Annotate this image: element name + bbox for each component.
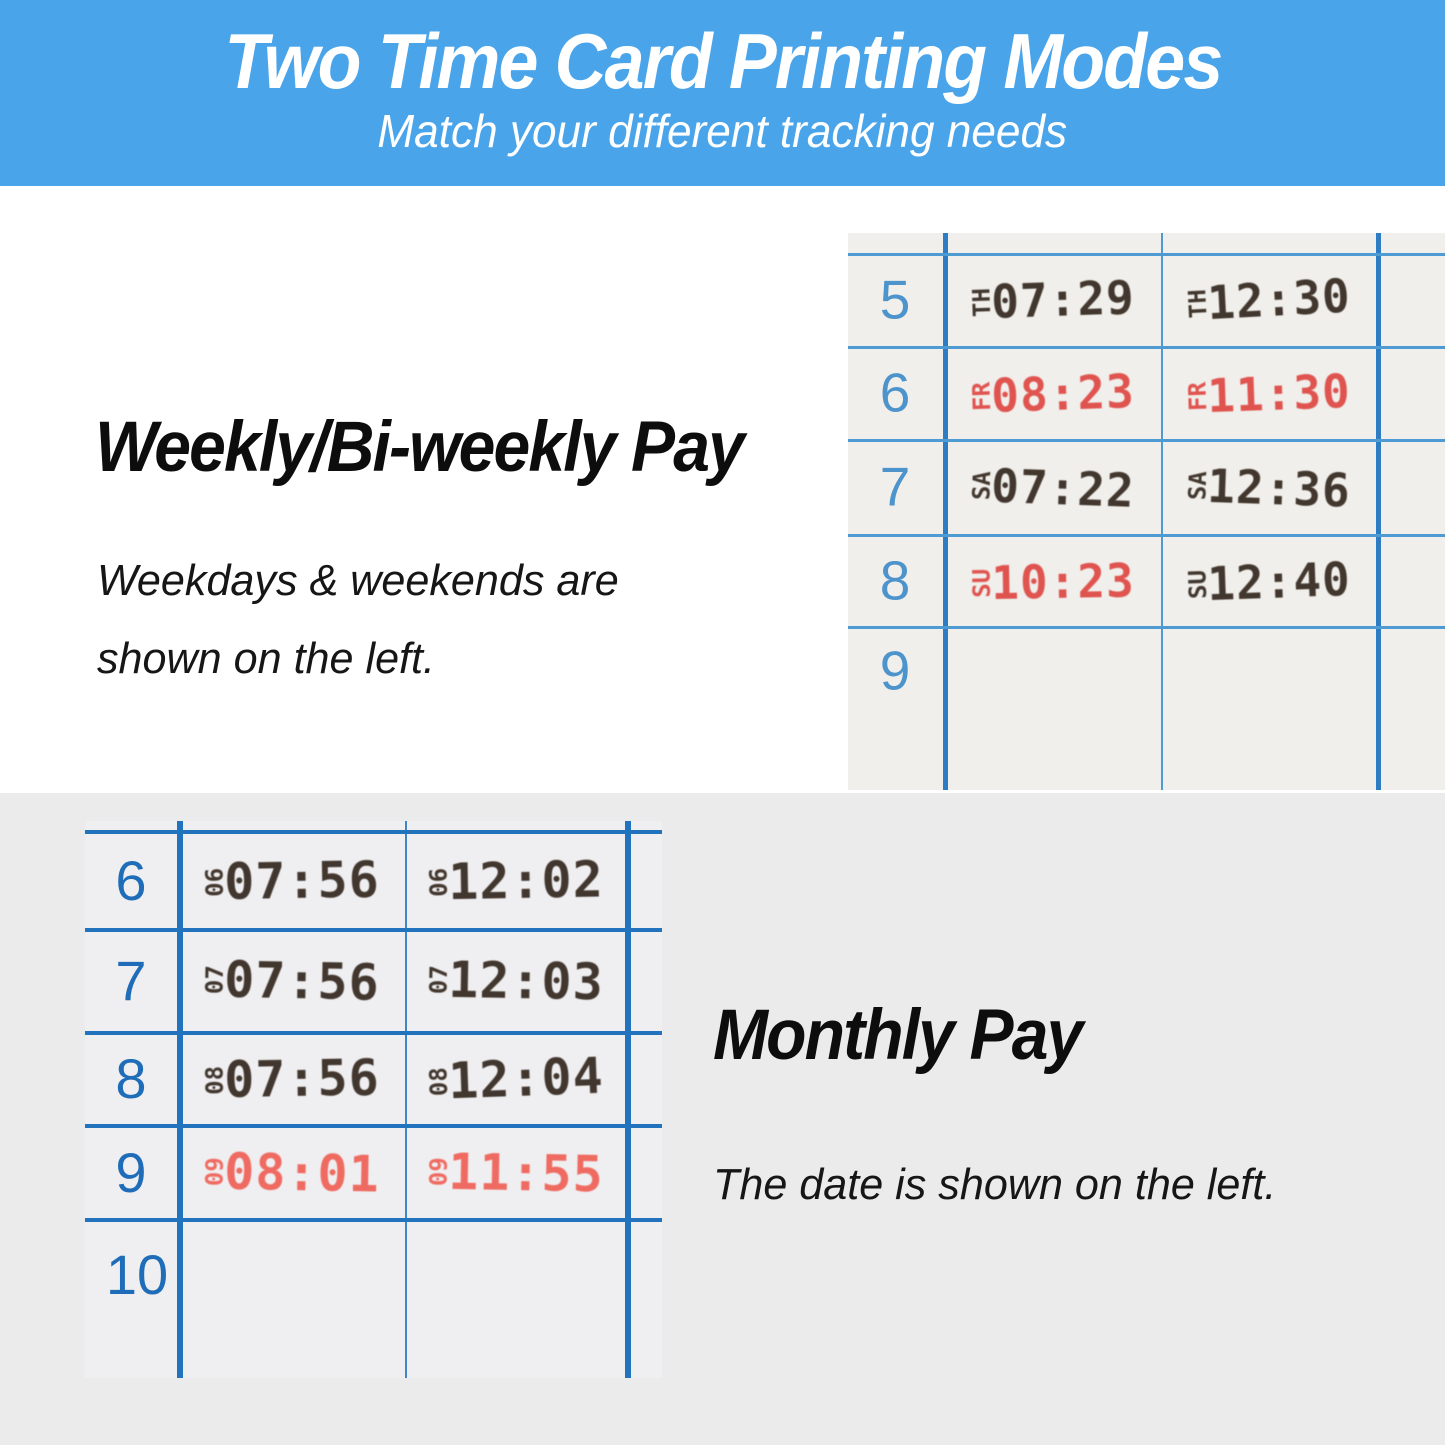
grid-line-horizontal xyxy=(85,1124,662,1128)
row-number: 6 xyxy=(879,361,911,424)
grid-line-horizontal xyxy=(85,1218,662,1222)
row-number: 8 xyxy=(879,549,911,612)
stamp-time: 12:02 xyxy=(447,850,605,912)
weekly-description-line2: shown on the left. xyxy=(97,634,435,684)
stamp-day-label: SU xyxy=(967,568,996,598)
time-stamp-in: SU 10:23 xyxy=(967,553,1136,611)
time-stamp-out: 09 11:55 xyxy=(424,1142,605,1204)
row-number: 5 xyxy=(879,268,911,331)
grid-line-vertical xyxy=(943,233,948,790)
grid-line-horizontal xyxy=(848,439,1445,442)
stamp-day-label: SA xyxy=(1182,470,1212,501)
grid-line-horizontal xyxy=(848,626,1445,629)
grid-line-horizontal xyxy=(85,830,662,834)
time-stamp-in: TH 07:29 xyxy=(966,270,1136,330)
stamp-day-label: 08 xyxy=(423,1066,453,1097)
grid-line-horizontal xyxy=(85,1031,662,1035)
stamp-day-label: 06 xyxy=(200,867,229,898)
stamp-day-label: FR xyxy=(1182,381,1212,412)
stamp-time: 07:56 xyxy=(223,850,381,912)
stamp-time: 07:29 xyxy=(990,270,1136,330)
stamp-time: 07:56 xyxy=(223,950,381,1012)
monthly-heading: Monthly Pay xyxy=(713,996,1083,1075)
stamp-time: 07:56 xyxy=(223,1048,381,1110)
stamp-time: 12:04 xyxy=(447,1046,605,1111)
stamp-day-label: 06 xyxy=(424,867,453,898)
stamp-day-label: 08 xyxy=(200,1065,229,1096)
time-stamp-in: SA 07:22 xyxy=(966,458,1136,518)
grid-line-horizontal xyxy=(848,253,1445,256)
stamp-time: 11:30 xyxy=(1206,364,1352,424)
time-stamp-out: 07 12:03 xyxy=(424,950,605,1012)
time-stamp-in: FR 08:23 xyxy=(966,364,1136,424)
stamp-time: 12:30 xyxy=(1205,268,1353,331)
row-number: 9 xyxy=(115,1141,147,1204)
monthly-description-line1: The date is shown on the left. xyxy=(713,1160,1277,1209)
stamp-time: 12:03 xyxy=(447,950,605,1012)
row-number: 6 xyxy=(115,849,147,912)
stamp-day-label: TH xyxy=(1182,288,1213,319)
stamp-day-label: 07 xyxy=(200,964,229,995)
stamp-time: 10:23 xyxy=(990,553,1136,611)
stamp-day-label: 09 xyxy=(200,1156,229,1187)
row-number: 10 xyxy=(105,1243,169,1306)
stamp-time: 07:22 xyxy=(990,458,1136,518)
grid-line-horizontal xyxy=(85,928,662,932)
stamp-time: 12:36 xyxy=(1206,458,1352,518)
grid-line-vertical xyxy=(177,821,183,1378)
page-title: Two Time Card Printing Modes xyxy=(223,17,1223,105)
weekly-time-card-photo: 5 6 7 8 9 TH 07:29 TH 12:30 FR 08:23 FR … xyxy=(848,233,1445,790)
grid-line-vertical xyxy=(1161,233,1163,790)
monthly-description: The date is shown on the left. xyxy=(713,1146,1276,1224)
grid-line-horizontal xyxy=(848,534,1445,537)
grid-line-horizontal xyxy=(848,346,1445,349)
stamp-day-label: TH xyxy=(966,287,996,318)
time-stamp-out: 08 12:04 xyxy=(423,1046,605,1111)
weekly-description: Weekdays & weekends are shown on the lef… xyxy=(97,542,619,699)
row-number: 7 xyxy=(115,949,147,1012)
time-stamp-in: 08 07:56 xyxy=(200,1048,381,1110)
stamp-day-label: SA xyxy=(966,470,996,501)
stamp-day-label: FR xyxy=(966,381,996,412)
row-number: 9 xyxy=(879,639,911,702)
row-number: 7 xyxy=(879,455,911,518)
row-number: 8 xyxy=(115,1047,147,1110)
stamp-day-label: 07 xyxy=(424,964,453,995)
grid-line-vertical xyxy=(405,821,407,1378)
time-stamp-out: SA 12:36 xyxy=(1182,458,1352,518)
page-subtitle: Match your different tracking needs xyxy=(377,105,1068,157)
stamp-day-label: 09 xyxy=(424,1156,453,1187)
stamp-time: 08:23 xyxy=(990,364,1136,424)
time-stamp-in: 09 08:01 xyxy=(200,1142,381,1204)
time-stamp-out: FR 11:30 xyxy=(1182,364,1352,424)
time-stamp-out: 06 12:02 xyxy=(424,850,605,912)
stamp-time: 11:55 xyxy=(447,1142,605,1204)
grid-line-vertical xyxy=(625,821,631,1378)
stamp-day-label: SU xyxy=(1182,569,1212,600)
weekly-heading: Weekly/Bi-weekly Pay xyxy=(95,408,745,487)
grid-line-vertical xyxy=(1376,233,1381,790)
stamp-time: 08:01 xyxy=(223,1142,381,1204)
monthly-time-card-photo: 6 7 8 9 10 06 07:56 06 12:02 07 07:56 07… xyxy=(85,821,662,1378)
weekly-description-line1: Weekdays & weekends are xyxy=(97,556,619,605)
time-stamp-out: TH 12:30 xyxy=(1182,268,1353,331)
stamp-time: 12:40 xyxy=(1206,552,1352,612)
time-stamp-out: SU 12:40 xyxy=(1182,552,1352,612)
header-band: Two Time Card Printing Modes Match your … xyxy=(0,0,1445,186)
time-stamp-in: 06 07:56 xyxy=(200,850,381,912)
time-stamp-in: 07 07:56 xyxy=(200,950,381,1012)
